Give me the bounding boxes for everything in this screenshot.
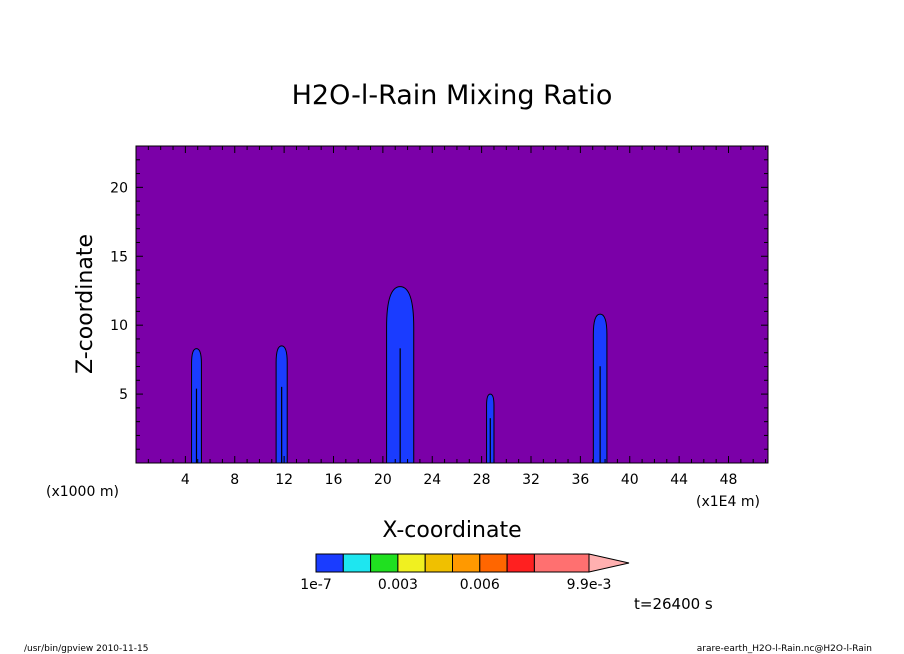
x-axis-label: X-coordinate	[382, 518, 521, 543]
x-tick-label: 16	[325, 472, 343, 488]
y-axis: 5 10 15 20	[110, 159, 768, 450]
plot-background	[136, 146, 768, 463]
x-axis-unit-left: (x1000 m)	[46, 484, 119, 500]
colorbar-segment	[397, 553, 426, 573]
x-tick-label: 28	[473, 472, 491, 488]
plot-frame	[135, 145, 769, 464]
colorbar-label: 1e-7	[300, 577, 331, 593]
chart-title: H2O-l-Rain Mixing Ratio	[292, 80, 613, 111]
colorbar-label: 0.003	[378, 577, 418, 593]
colorbar-segment	[342, 553, 372, 573]
colorbar-segment	[370, 553, 399, 573]
x-tick-label: 20	[374, 472, 392, 488]
y-tick-label: 15	[110, 249, 128, 265]
colorbar-segment	[533, 553, 590, 573]
x-tick-label: 36	[571, 472, 589, 488]
colorbar-segment	[479, 553, 508, 573]
y-tick-label: 10	[110, 318, 128, 334]
x-tick-label: 32	[522, 472, 540, 488]
time-label: t=26400 s	[634, 595, 713, 613]
plot-area	[135, 145, 769, 464]
colorbar-label: 9.9e-3	[567, 577, 612, 593]
x-tick-label: 12	[275, 472, 293, 488]
colorbar-segment	[452, 553, 481, 573]
colorbar-segment	[424, 553, 454, 573]
footer-left: /usr/bin/gpview 2010-11-15	[24, 644, 148, 654]
x-tick-label: 44	[670, 472, 688, 488]
footer-right: arare-earth_H2O-l-Rain.nc@H2O-l-Rain	[697, 644, 872, 654]
y-axis-label: Z-coordinate	[73, 234, 98, 374]
x-tick-label: 4	[181, 472, 190, 488]
colorbar-arrow	[588, 553, 630, 573]
x-axis-unit-right: (x1E4 m)	[696, 494, 760, 510]
colorbar-segment	[315, 553, 344, 573]
x-axis: 4 8 12 16 20 24 28 32 36 40 44 48	[147, 146, 767, 488]
colorbar-label: 0.006	[460, 577, 500, 593]
y-tick-label: 5	[119, 387, 128, 403]
colorbar-segment	[506, 553, 535, 573]
y-tick-label: 20	[110, 180, 128, 196]
x-tick-label: 40	[621, 472, 639, 488]
colorbar: 1e-7 0.003 0.006 9.9e-3	[300, 553, 630, 593]
x-tick-label: 24	[423, 472, 441, 488]
x-tick-label: 48	[720, 472, 738, 488]
x-tick-label: 8	[230, 472, 239, 488]
